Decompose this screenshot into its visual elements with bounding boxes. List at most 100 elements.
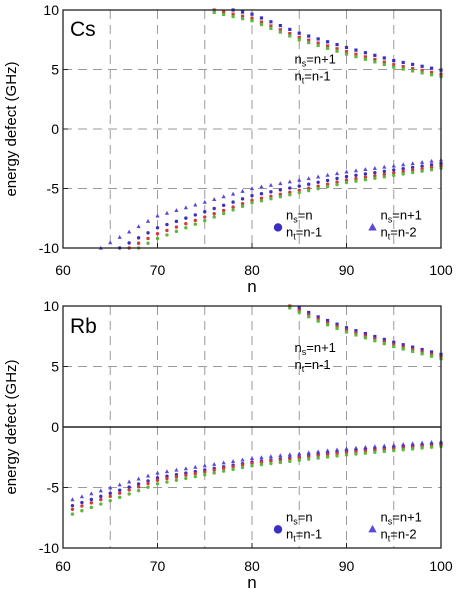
data-point-lower-triangle: [259, 455, 264, 460]
data-point-upper-red: [259, 20, 264, 24]
data-point-upper-green: [363, 57, 367, 61]
data-point-lower-circle-3: [363, 177, 368, 182]
data-point-lower-circle-1: [165, 222, 169, 227]
data-point-lower-circle-2: [269, 459, 273, 463]
data-point-upper-red: [373, 57, 377, 62]
data-point-upper-red: [335, 324, 339, 329]
data-point-lower-circle-2: [335, 180, 339, 184]
data-point-lower-circle-1: [429, 163, 434, 167]
data-point-lower-circle-1: [127, 241, 131, 245]
data-point-upper-green: [354, 55, 358, 59]
data-point-lower-circle-3: [250, 464, 254, 468]
data-point-upper-blue: [420, 347, 424, 352]
data-point-upper-blue: [335, 43, 339, 47]
data-point-lower-circle-3: [155, 482, 160, 486]
data-point-lower-circle-3: [70, 512, 75, 516]
data-point-lower-triangle: [193, 202, 198, 207]
data-point-lower-circle-2: [203, 215, 207, 219]
data-point-lower-circle-3: [193, 474, 197, 479]
panel-title: Rb: [70, 315, 97, 338]
data-point-upper-green: [231, 14, 235, 19]
data-point-lower-circle-2: [203, 470, 207, 474]
data-point-upper-red: [297, 308, 301, 313]
data-point-lower-circle-2: [288, 457, 292, 461]
x-tick-label: 100: [429, 262, 453, 278]
data-point-upper-red: [344, 328, 349, 332]
panel-title: Cs: [70, 18, 96, 41]
data-point-lower-circle-3: [354, 179, 358, 183]
data-point-lower-triangle: [372, 444, 377, 449]
data-point-lower-circle-3: [420, 169, 424, 173]
data-point-lower-triangle: [306, 176, 311, 181]
x-axis-label: n: [247, 277, 256, 296]
data-point-upper-blue: [307, 310, 311, 315]
data-point-lower-circle-2: [174, 225, 179, 229]
data-point-upper-green: [363, 336, 367, 340]
legend-circle-label-line1: ns=n: [286, 207, 313, 224]
data-point-lower-triangle: [410, 161, 415, 166]
data-point-lower-circle-3: [203, 218, 207, 223]
data-point-lower-circle-2: [231, 464, 235, 469]
data-point-upper-red: [373, 337, 377, 341]
data-point-lower-triangle: [202, 463, 207, 468]
legend-triangle-label-line1: ns=n+1: [381, 509, 422, 526]
data-point-upper-blue: [297, 31, 301, 35]
data-point-lower-circle-1: [373, 170, 377, 175]
legend-triangle-label-line1: ns=n+1: [381, 207, 422, 224]
data-point-upper-red: [363, 334, 367, 338]
legend-circle-marker: [273, 525, 283, 534]
data-point-upper-green: [297, 310, 301, 314]
data-point-lower-circle-3: [136, 488, 141, 493]
data-point-upper-green: [429, 354, 434, 358]
y-tick-label: 0: [51, 121, 59, 137]
data-point-lower-triangle: [344, 169, 349, 174]
upper-branch-label-line2-sub: t: [302, 364, 305, 374]
data-point-upper-blue: [250, 12, 254, 16]
data-point-lower-circle-2: [165, 476, 169, 481]
data-point-lower-circle-3: [392, 173, 396, 178]
data-point-lower-triangle: [155, 213, 160, 218]
data-point-lower-circle-3: [118, 495, 122, 500]
data-point-lower-circle-1: [155, 226, 160, 230]
data-point-lower-circle-3: [410, 447, 415, 451]
data-point-lower-circle-2: [146, 481, 150, 486]
data-point-lower-circle-2: [325, 182, 330, 186]
legend-triangle-label-line2-sub: t: [388, 231, 391, 241]
data-point-lower-triangle: [429, 439, 434, 444]
data-point-lower-circle-1: [146, 479, 150, 483]
data-point-lower-triangle: [240, 188, 245, 193]
data-point-upper-red: [316, 41, 320, 45]
data-point-lower-circle-3: [193, 222, 197, 226]
data-point-upper-blue: [382, 56, 386, 60]
legend-circle-label-line1-n: n: [286, 509, 293, 524]
data-point-lower-triangle: [287, 452, 292, 457]
data-point-lower-circle-1: [118, 488, 122, 492]
data-point-lower-circle-2: [193, 218, 197, 223]
data-point-upper-red: [326, 321, 330, 325]
data-point-upper-red: [278, 28, 282, 32]
data-point-lower-circle-3: [429, 445, 434, 449]
legend-circle-label-line2-rest: =n-1: [296, 526, 322, 541]
legend-triangle-label-line2-n: n: [381, 224, 388, 239]
data-point-lower-circle-1: [70, 503, 75, 508]
data-point-lower-triangle: [202, 199, 207, 204]
data-point-lower-circle-1: [344, 174, 349, 179]
data-point-lower-circle-1: [363, 172, 368, 176]
data-point-lower-circle-1: [193, 213, 197, 217]
legend-circle-label-line1-rest: =n: [298, 509, 313, 524]
data-point-lower-circle-3: [307, 188, 311, 193]
data-point-upper-red: [240, 14, 245, 18]
upper-branch-label-line2: nt=n-1: [295, 357, 331, 374]
data-point-upper-blue: [392, 58, 396, 63]
data-point-upper-green: [344, 330, 349, 334]
data-point-upper-blue: [344, 45, 349, 50]
data-point-lower-circle-3: [155, 236, 160, 241]
data-point-upper-blue: [429, 350, 434, 354]
data-point-upper-red: [307, 38, 311, 42]
data-point-lower-triangle: [231, 459, 236, 463]
data-point-upper-red: [231, 12, 235, 16]
data-point-upper-red: [354, 331, 358, 335]
data-point-lower-triangle: [353, 168, 359, 173]
upper-branch-label-line2-rest: =n-1: [304, 357, 330, 372]
data-point-lower-circle-1: [136, 236, 141, 240]
